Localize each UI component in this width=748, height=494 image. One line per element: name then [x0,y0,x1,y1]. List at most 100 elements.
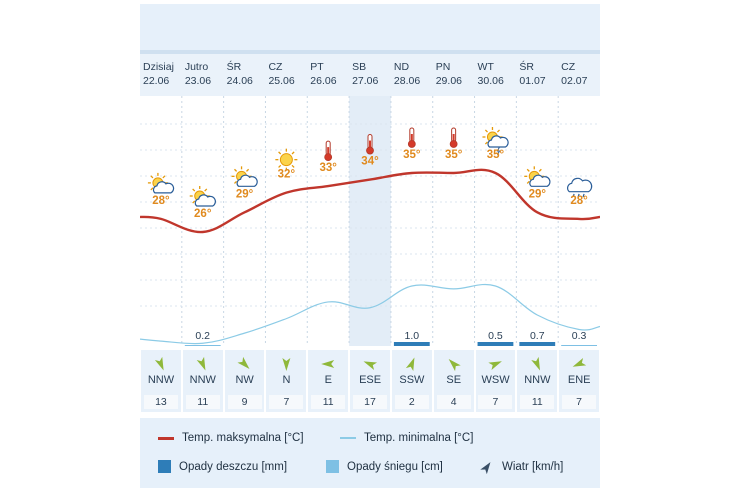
day-date: 30.06 [477,75,504,87]
wind-arrow-icon [572,357,587,367]
wind-direction: ESE [359,374,382,386]
legend-tmax: Temp. maksymalna [°C] [158,432,304,444]
legend-tmax-swatch [158,436,174,440]
wind-arrow-icon [448,359,461,372]
wind-speed: 7 [562,395,597,409]
partly-cloudy-sun-icon [189,186,216,207]
day-date: 25.06 [268,75,295,87]
legend-tmax-label: Temp. maksymalna [°C] [182,432,304,444]
wind-direction: NNW [147,374,175,386]
tmax-label: 29° [529,188,547,200]
wind-arrow-icon [363,361,378,370]
tmax-label: 34° [361,156,379,168]
tmax-label: 28° [152,195,170,207]
snow-label: 0.2 [195,330,210,342]
legend: Temp. maksymalna [°C] Temp. minimalna [°… [140,418,600,488]
tmin-line [140,283,600,345]
wind-arrow-icon [321,360,335,368]
day-header: ŚR 24.06 [227,60,269,88]
snow-bar [561,345,597,346]
thermometer-icon [366,134,374,155]
day-name: WT [477,61,494,73]
header-band [140,4,600,50]
wind-direction: SSW [399,374,425,386]
wind-direction: N [282,374,291,386]
wind-speed: 7 [478,395,513,409]
thermometer-icon [324,140,333,162]
header-separator [140,50,600,54]
wind-speed: 2 [394,395,429,409]
day-header: Dzisiaj 22.06 [143,60,185,88]
wind-speed: 4 [436,395,471,409]
partly-cloudy-sun-icon [524,166,551,187]
day-header: ND 28.06 [394,60,436,88]
day-date: 27.06 [352,75,379,87]
day-name: PT [310,61,324,73]
rain-bar [519,342,556,346]
snow-bar [184,345,221,346]
wind-direction: NNW [189,374,216,386]
day-header-row: Dzisiaj 22.06 Jutro 23.06 ŚR 24.06 CZ 25.06 PT 26… [140,54,600,96]
thunderstorm-icon [482,127,509,156]
day-header: SB 27.06 [352,60,394,88]
day-name: CZ [561,61,576,73]
tmax-label: 32° [278,169,296,181]
partly-cloudy-sun-icon [147,172,175,194]
wind-arrow-icon [282,358,291,371]
wind-arrows [154,356,587,372]
day-name: Jutro [184,61,209,73]
tmax-label: 33° [319,162,337,174]
wind-arrow-icon [488,361,502,371]
snow-label: 0.3 [572,330,587,342]
day-header: PN 29.06 [436,60,478,88]
weekend-highlight [349,96,391,346]
wind-direction: ENE [567,374,591,386]
day-name: ŚR [226,61,242,73]
wind-speed: 11 [185,395,220,409]
day-name: CZ [268,61,283,73]
day-name: SB [352,61,367,73]
wind-speed: 11 [520,395,555,409]
legend-snow-swatch [326,460,339,473]
wind-direction: E [324,374,332,386]
thermometer-icon [407,127,416,148]
wind-speed: 17 [353,395,387,409]
day-name: ND [393,61,410,73]
tmax-line [140,168,600,234]
wind-direction: SE [446,374,462,386]
forecast-widget: Dzisiaj 22.06 Jutro 23.06 ŚR 24.06 CZ 25.06 PT 26… [140,4,600,488]
legend-tmin-label: Temp. minimalna [°C] [364,432,474,444]
legend-wind: Wiatr [km/h] [480,460,563,474]
legend-tmin: Temp. minimalna [°C] [340,432,473,444]
legend-tmin-swatch [340,437,356,439]
wind-arrow-icon [154,356,164,371]
wind-speed: 9 [227,395,262,409]
legend-snow-label: Opady śniegu [cm] [347,460,443,473]
rain-label: 0.5 [488,330,503,342]
day-date: 02.07 [561,75,588,87]
rain-label: 1.0 [405,330,420,342]
wind-direction: WSW [481,374,510,386]
day-header: PT 26.06 [310,60,352,88]
day-name: PN [435,61,451,73]
sun-icon [275,148,298,171]
day-header: Jutro 23.06 [185,60,227,88]
wind-direction: NNW [524,374,551,386]
day-header: ŚR 01.07 [519,60,561,88]
tmax-label: 28° [570,195,588,207]
day-header: CZ 02.07 [561,60,600,88]
tmax-label: 35° [487,149,505,161]
thermometer-icon [449,127,458,148]
forecast-chart: 0.2 1.0 0.5 0.7 0.3 28° 26° 29° 32° 33° 34° 35° 35°… [140,96,600,346]
wind-speed: 11 [311,395,346,409]
day-date: 28.06 [393,75,421,87]
legend-rain: Opady deszczu [mm] [158,460,287,473]
legend-rain-label: Opady deszczu [mm] [179,460,288,473]
rain-cloud-icon [567,177,593,198]
legend-wind-label: Wiatr [km/h] [502,461,564,473]
tmax-label: 29° [236,188,254,200]
wind-direction: NW [235,374,254,386]
tmax-label: 35° [445,149,463,161]
day-date: 26.06 [310,75,337,87]
partly-cloudy-sun-icon [231,166,258,187]
